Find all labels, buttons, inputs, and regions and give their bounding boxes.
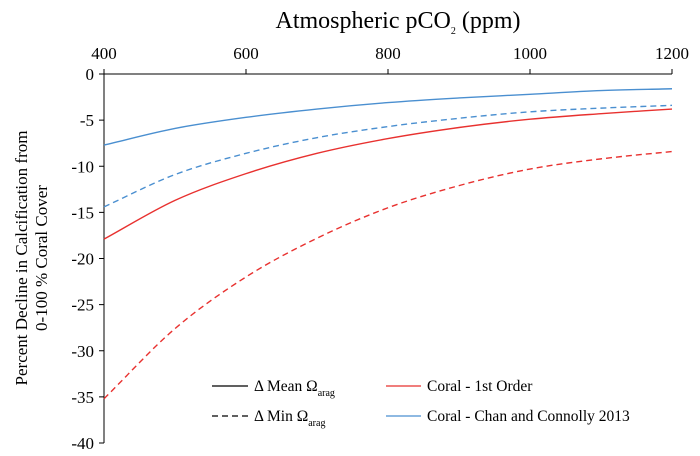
series-line-coral-1st-order-mean [103,108,673,240]
y-axis-label-line1: Percent Decline in Calcification from [12,131,31,386]
x-tick-label: 1200 [655,44,689,63]
chart-title-subscript: 2 [451,26,456,37]
series-line-coral-chan-and-connolly-2013-min [103,104,673,208]
y-tick-label: 0 [86,65,95,84]
legend-label-mean-sub: arag [318,388,335,399]
series-lines [103,88,673,400]
chart-title-main: Atmospheric pCO [276,8,451,34]
chart-title-suffix: (ppm) [456,8,521,34]
y-tick-label: -40 [71,434,94,453]
y-tick-label: -10 [71,157,94,176]
x-tick-label: 400 [91,44,117,63]
y-axis-label: Percent Decline in Calcification from 0-… [12,131,51,386]
x-tick-label: 600 [233,44,259,63]
x-axis-ticks: 400 600 800 1000 1200 [91,44,689,74]
legend: Δ Mean Ωarag Coral - 1st Order Δ Min Ωar… [212,378,630,429]
legend-label-1st-order: Coral - 1st Order [427,378,533,395]
legend-label-min: Δ Min Ωarag [254,408,325,429]
series-line-coral-chan-and-connolly-2013-mean [103,88,673,146]
y-tick-label: -30 [71,342,94,361]
series-line-coral-1st-order-min [103,150,673,400]
chart-title: Atmospheric pCO2 (ppm) [276,8,521,37]
legend-label-chan-connolly: Coral - Chan and Connolly 2013 [427,408,630,425]
legend-label-min-main: Δ Min Ω [254,408,308,425]
y-tick-label: -5 [80,111,94,130]
x-tick-label: 1000 [513,44,547,63]
y-axis-ticks: 0 -5 -10 -15 -20 -25 -30 -35 -40 [71,65,104,453]
y-axis-label-line2: 0-100 % Coral Cover [32,185,51,331]
y-tick-label: -35 [71,388,94,407]
legend-label-mean-main: Δ Mean Ω [254,378,318,395]
y-tick-label: -20 [71,250,94,269]
y-tick-label: -15 [71,203,94,222]
legend-label-mean: Δ Mean Ωarag [254,378,335,399]
x-tick-label: 800 [375,44,401,63]
y-tick-label: -25 [71,296,94,315]
legend-label-min-sub: arag [308,418,325,429]
